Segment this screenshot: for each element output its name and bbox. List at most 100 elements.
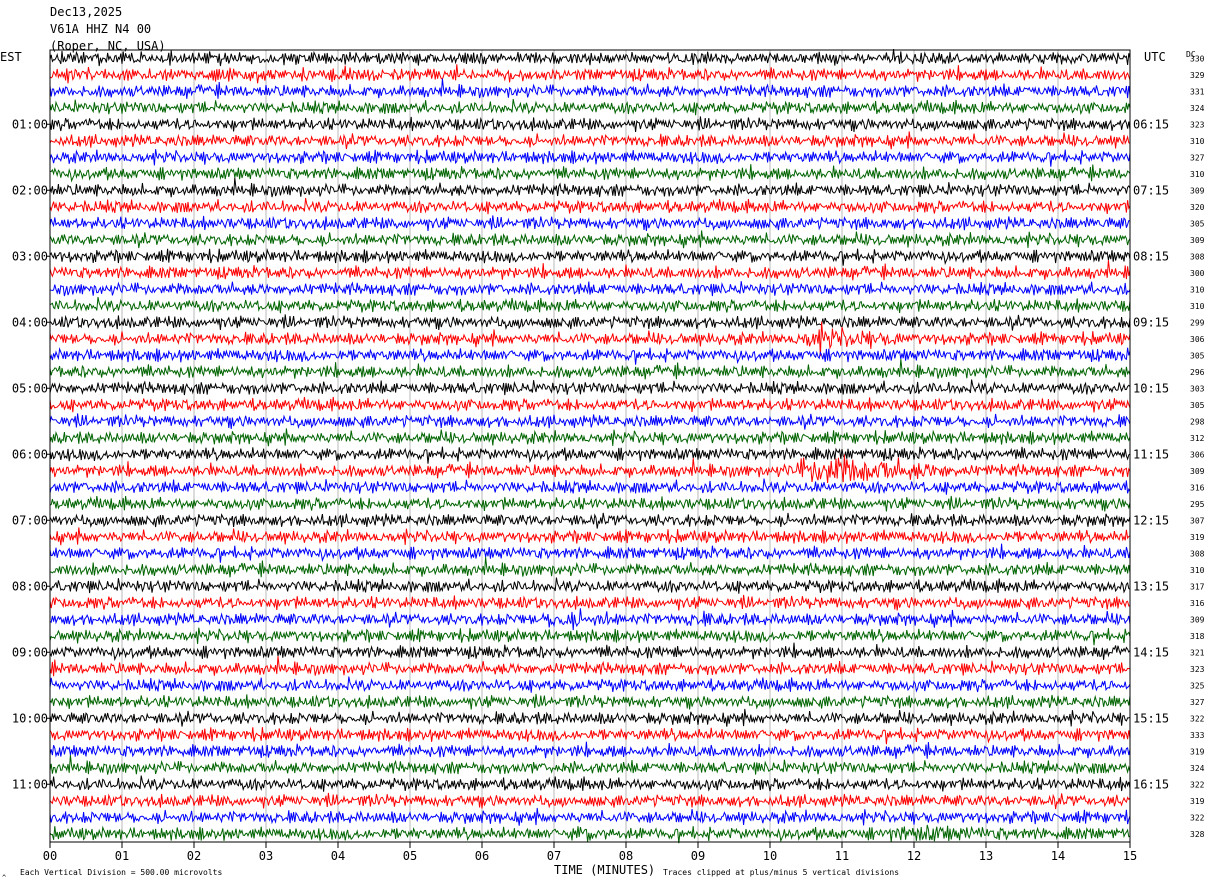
dc-offset-value: 309 [1190, 615, 1205, 624]
grid-lines [121, 50, 1059, 842]
x-tick-label-01: 01 [115, 849, 129, 863]
utc-axis-title: UTC [1144, 50, 1166, 64]
dc-offset-value: 296 [1190, 368, 1205, 377]
est-hour-label: 02:00 [12, 183, 48, 197]
trace-39 [49, 693, 1131, 710]
x-tick-label-14: 14 [1051, 849, 1065, 863]
trace-34 [49, 608, 1131, 631]
dc-offset-value: 320 [1190, 203, 1205, 212]
trace-20 [49, 379, 1131, 396]
x-tick-label-09: 09 [691, 849, 705, 863]
trace-13 [49, 260, 1131, 281]
dc-offset-value: 331 [1190, 87, 1205, 96]
x-tick-label-02: 02 [187, 849, 201, 863]
trace-37 [49, 656, 1131, 677]
trace-42 [49, 741, 1131, 759]
x-axis-title: TIME (MINUTES) [554, 863, 655, 877]
est-hour-label: 04:00 [12, 315, 48, 329]
dc-offset-value: 316 [1190, 483, 1205, 492]
scale-note: Each Vertical Division = 500.00 microvol… [20, 868, 222, 877]
trace-28 [49, 512, 1131, 529]
trace-7 [49, 164, 1131, 183]
dc-offset-value: 330 [1190, 54, 1205, 63]
trace-35 [49, 627, 1131, 646]
trace-45 [49, 792, 1131, 810]
trace-15 [49, 297, 1131, 314]
x-tick-label-06: 06 [475, 849, 489, 863]
dc-offset-value: 300 [1190, 269, 1205, 278]
dc-offset-value: 305 [1190, 351, 1205, 360]
dc-offset-value: 322 [1190, 714, 1205, 723]
dc-offset-value: 298 [1190, 417, 1205, 426]
dc-offset-value: 308 [1190, 549, 1205, 558]
utc-hour-label: 07:15 [1133, 183, 1169, 197]
dc-offset-value: 328 [1190, 830, 1205, 839]
plot-frame [49, 49, 1131, 843]
dc-offset-value: 310 [1190, 566, 1205, 575]
trace-5 [49, 131, 1131, 150]
trace-14 [49, 281, 1131, 297]
trace-46 [49, 807, 1131, 826]
corner-mark: ^ [2, 874, 6, 882]
trace-47 [49, 824, 1131, 844]
dc-offset-value: 305 [1190, 219, 1205, 228]
dc-offset-value: 327 [1190, 153, 1205, 162]
dc-offset-value: 318 [1190, 632, 1205, 641]
x-tick-label-00: 00 [43, 849, 57, 863]
trace-27 [49, 495, 1131, 512]
dc-offset-value: 316 [1190, 599, 1205, 608]
dc-offset-value: 322 [1190, 813, 1205, 822]
trace-41 [49, 726, 1131, 745]
utc-hour-label: 08:15 [1133, 249, 1169, 263]
est-hour-label: 07:00 [12, 513, 48, 527]
est-hour-label: 05:00 [12, 381, 48, 395]
trace-29 [49, 527, 1131, 546]
trace-12 [49, 248, 1131, 266]
clip-note: Traces clipped at plus/minus 5 vertical … [663, 868, 899, 877]
trace-3 [49, 99, 1131, 116]
dc-offset-value: 309 [1190, 186, 1205, 195]
utc-hour-label: 11:15 [1133, 447, 1169, 461]
trace-2 [49, 78, 1131, 99]
utc-hour-label: 12:15 [1133, 513, 1169, 527]
trace-24 [49, 446, 1131, 464]
trace-40 [49, 708, 1131, 727]
x-tick-label-04: 04 [331, 849, 345, 863]
est-hour-label: 09:00 [12, 645, 48, 659]
dc-offset-value: 309 [1190, 236, 1205, 245]
dc-offset-value: 322 [1190, 780, 1205, 789]
trace-10 [49, 215, 1131, 231]
trace-11 [49, 230, 1131, 249]
trace-32 [49, 577, 1131, 594]
trace-1 [49, 64, 1131, 84]
trace-17 [49, 321, 1131, 357]
utc-hour-label: 14:15 [1133, 645, 1169, 659]
est-hour-label: 08:00 [12, 579, 48, 593]
trace-43 [49, 755, 1131, 775]
dc-offset-value: 317 [1190, 582, 1205, 591]
trace-38 [49, 676, 1131, 693]
dc-offset-value: 321 [1190, 648, 1205, 657]
trace-8 [49, 177, 1131, 198]
trace-22 [49, 413, 1131, 430]
dc-offset-value: 323 [1190, 120, 1205, 129]
dc-offset-value: 319 [1190, 747, 1205, 756]
trace-group [49, 49, 1131, 844]
trace-21 [49, 396, 1131, 413]
trace-6 [49, 149, 1131, 167]
est-hour-label: 06:00 [12, 447, 48, 461]
dc-offset-value: 310 [1190, 302, 1205, 311]
x-tick-label-08: 08 [619, 849, 633, 863]
x-tick-label-15: 15 [1123, 849, 1137, 863]
dc-offset-value: 303 [1190, 384, 1205, 393]
est-hour-label: 01:00 [12, 117, 48, 131]
utc-hour-label: 13:15 [1133, 579, 1169, 593]
est-hour-labels: 01:00 02:00 03:00 04:00 05:00 06:00 07:00 08:00… [12, 117, 50, 791]
x-axis-ticks: 00 01 02 03 04 05 06 07 08 09 10 11 12 13 14 15 [43, 842, 1137, 863]
dc-offset-value: 333 [1190, 731, 1205, 740]
x-tick-label-11: 11 [835, 849, 849, 863]
trace-0 [49, 49, 1131, 67]
dc-offset-value: 307 [1190, 516, 1205, 525]
trace-18 [49, 347, 1131, 365]
